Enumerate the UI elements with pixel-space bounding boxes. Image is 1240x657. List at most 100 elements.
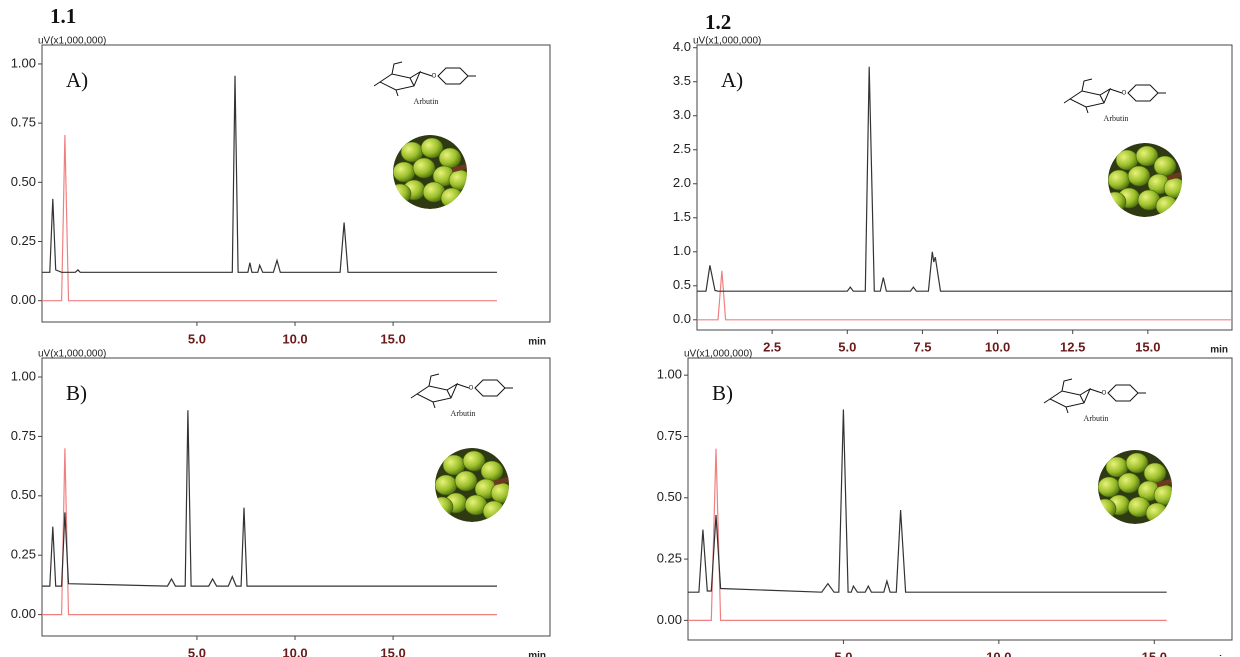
y-tick-label: 3.5: [673, 73, 691, 88]
fruit-stem: [1156, 478, 1172, 488]
fruit-cluster: [1108, 143, 1182, 217]
structure-ring: [437, 67, 476, 85]
structure-bond: [373, 61, 433, 97]
y-tick-label: 0.50: [11, 174, 36, 189]
figure-label: 1.1: [50, 4, 76, 28]
fruit-cluster: [1098, 450, 1172, 524]
fruit-grape: [1098, 498, 1117, 520]
trace: [42, 448, 497, 616]
fruit-cluster: [393, 135, 467, 209]
fruit-grape: [482, 500, 506, 522]
fruit-cluster: [435, 448, 509, 522]
y-tick-label: 2.5: [673, 141, 691, 156]
y-tick-label: 0.75: [11, 428, 36, 443]
fruit-grape: [1143, 462, 1167, 484]
y-tick-label: 0.25: [11, 233, 36, 248]
panel-label: B): [712, 381, 733, 405]
arbutin-structure: O: [373, 61, 476, 97]
fruit-grape: [393, 183, 412, 205]
y-tick-label: 4.0: [673, 39, 691, 54]
x-tick-label: 10.0: [985, 339, 1010, 354]
trace: [688, 448, 1167, 621]
fruit-grape: [1153, 484, 1172, 506]
fruit-grape: [454, 470, 478, 492]
x-axis-label: min: [1210, 655, 1228, 657]
y-tick-label: 0.00: [657, 612, 682, 627]
structure-name: Arbutin: [451, 409, 476, 418]
arbutin-structure: O: [1043, 378, 1146, 414]
fruit-photo: [435, 448, 509, 522]
plot-frame: [41, 44, 551, 323]
fruit-grape: [448, 169, 467, 191]
y-unit: uV(x1,000,000): [684, 349, 752, 360]
x-tick-label: 15.0: [380, 645, 405, 657]
y-unit: uV(x1,000,000): [38, 349, 106, 360]
structure-o: O: [1102, 391, 1107, 397]
y-tick-label: 1.00: [657, 367, 682, 382]
fruit-grape: [438, 147, 462, 169]
structure-o: O: [469, 386, 474, 392]
trace: [688, 409, 1167, 593]
trace: [42, 75, 497, 273]
y-tick-label: 0.50: [657, 489, 682, 504]
fruit-grape: [1155, 195, 1179, 217]
structure-name: Arbutin: [1104, 114, 1129, 123]
plot-frame: [41, 357, 551, 637]
fruit-grape: [462, 450, 486, 472]
structure-name: Arbutin: [414, 97, 439, 106]
arbutin-structure: O: [410, 373, 513, 409]
x-tick-label: 12.5: [1060, 339, 1085, 354]
y-tick-label: 0.5: [673, 277, 691, 292]
x-axis-label: min: [528, 337, 546, 348]
y-tick-label: 0.0: [673, 311, 691, 326]
x-tick-label: 2.5: [763, 339, 781, 354]
arbutin-structure: O: [1063, 78, 1166, 114]
fruit-grape: [420, 137, 444, 159]
structure-bond: [1043, 378, 1103, 414]
trace: [42, 134, 497, 302]
y-tick-label: 0.25: [11, 547, 36, 562]
x-axis-label: min: [1210, 345, 1228, 356]
fruit-grape: [435, 496, 454, 518]
fruit-photo: [1108, 143, 1182, 217]
fruit-grape: [393, 161, 416, 183]
y-tick-label: 0.75: [11, 115, 36, 130]
y-tick-label: 1.0: [673, 243, 691, 258]
y-tick-label: 0.00: [11, 292, 36, 307]
structure-ring: [1107, 384, 1146, 402]
fruit-grape: [435, 474, 458, 496]
fruit-photo: [1098, 450, 1172, 524]
x-tick-label: 5.0: [834, 649, 852, 657]
y-tick-label: 0.25: [657, 551, 682, 566]
x-tick-label: 15.0: [380, 331, 405, 346]
fruit-grape: [480, 460, 504, 482]
y-tick-label: 1.00: [11, 55, 36, 70]
panel-label: B): [66, 381, 87, 405]
x-tick-label: 15.0: [1135, 339, 1160, 354]
structure-bond: [1063, 78, 1123, 114]
fruit-grape: [440, 187, 464, 209]
x-axis-label: min: [528, 651, 546, 657]
y-tick-label: 2.0: [673, 175, 691, 190]
y-tick-label: 0.50: [11, 487, 36, 502]
fruit-grape: [1117, 472, 1141, 494]
fruit-grape: [1108, 191, 1127, 213]
fruit-stem: [493, 476, 509, 486]
trace: [697, 270, 1232, 321]
structure-ring: [1127, 84, 1166, 102]
y-tick-label: 3.0: [673, 107, 691, 122]
fruit-stem: [451, 163, 467, 173]
y-unit: uV(x1,000,000): [38, 36, 106, 47]
fruit-photo: [393, 135, 467, 209]
y-tick-label: 1.00: [11, 368, 36, 383]
x-tick-label: 15.0: [1142, 649, 1167, 657]
y-tick-label: 0.00: [11, 606, 36, 621]
trace: [42, 410, 497, 587]
structure-ring: [474, 379, 513, 397]
x-tick-label: 5.0: [188, 331, 206, 346]
y-tick-label: 1.5: [673, 209, 691, 224]
panel-label: A): [721, 68, 743, 92]
x-tick-label: 10.0: [986, 649, 1011, 657]
